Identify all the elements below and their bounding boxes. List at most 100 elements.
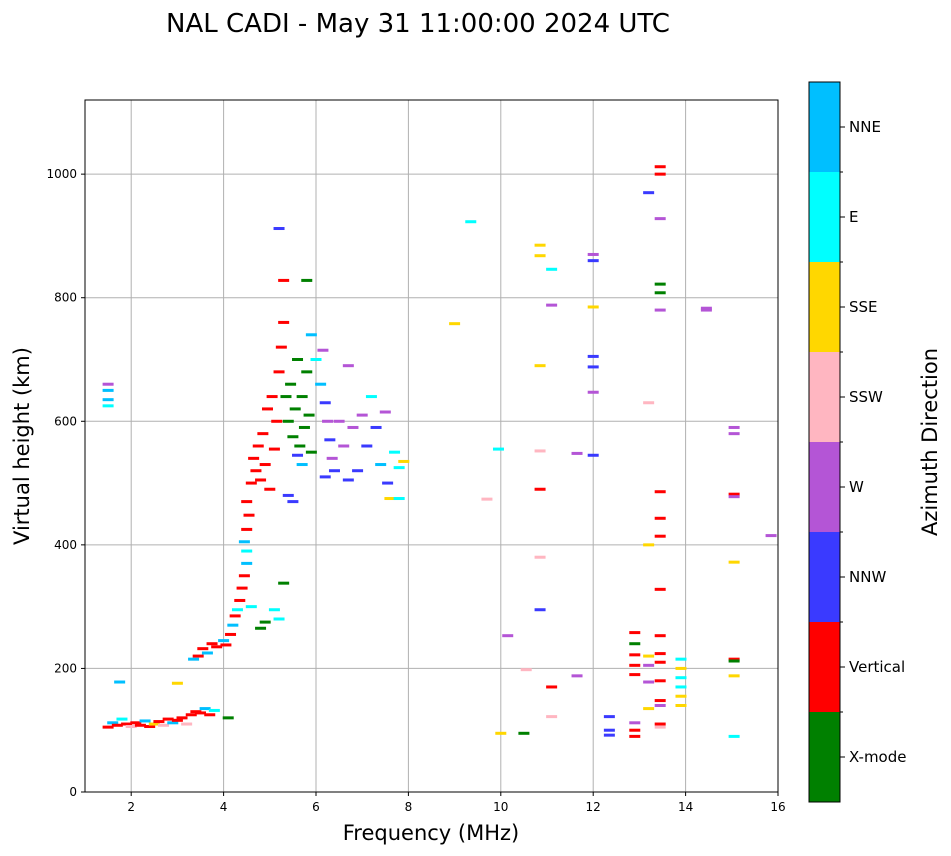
echo-point (326, 456, 338, 460)
echo-point (206, 642, 218, 646)
echo-point (384, 497, 396, 501)
echo-point (273, 617, 285, 621)
echo-point (176, 716, 188, 720)
echo-point (167, 721, 179, 725)
echo-point (654, 652, 666, 656)
echo-point (171, 681, 183, 685)
echo-point (587, 390, 599, 394)
echo-point (675, 666, 687, 670)
colorbar-tick-label: NNE (849, 118, 881, 136)
echo-point (278, 278, 290, 282)
echo-point (342, 364, 354, 368)
y-tick-label: 0 (69, 785, 77, 799)
echo-point (643, 663, 655, 667)
y-axis-label: Virtual height (km) (10, 347, 34, 545)
echo-point (102, 398, 114, 402)
echo-point (102, 404, 114, 408)
echo-point (361, 444, 373, 448)
echo-point (603, 733, 615, 737)
echo-point (534, 487, 546, 491)
y-tick-label: 600 (54, 414, 77, 428)
echo-point (728, 492, 740, 496)
echo-point (201, 651, 213, 655)
echo-point (298, 425, 310, 429)
echo-point (245, 481, 257, 485)
echo-point (629, 631, 641, 635)
echo-point (275, 345, 287, 349)
echo-point (282, 493, 294, 497)
echo-point (208, 708, 220, 712)
echo-point (495, 731, 507, 735)
echo-point (243, 513, 255, 517)
echo-point (315, 382, 327, 386)
echo-point (282, 419, 294, 423)
x-tick-label: 8 (405, 800, 413, 814)
echo-point (534, 555, 546, 559)
echo-point (257, 432, 269, 436)
colorbar-segment (809, 352, 840, 442)
echo-point (324, 438, 336, 442)
echo-point (238, 540, 250, 544)
echo-point (654, 660, 666, 664)
echo-point (317, 348, 329, 352)
echo-point (587, 365, 599, 369)
echo-point (211, 645, 223, 649)
echo-point (231, 608, 243, 612)
colorbar-tick-label: Vertical (849, 658, 905, 676)
echo-point (465, 220, 477, 224)
echo-point (319, 475, 331, 479)
echo-point (571, 451, 583, 455)
echo-point (102, 725, 114, 729)
x-tick-label: 4 (220, 800, 228, 814)
echo-point (280, 395, 292, 399)
echo-point (268, 447, 280, 451)
echo-point (220, 643, 232, 647)
echo-point (278, 320, 290, 324)
echo-point (629, 721, 641, 725)
echo-point (654, 217, 666, 221)
echo-point (352, 469, 364, 473)
echo-point (654, 490, 666, 494)
echo-point (139, 719, 151, 723)
colorbar-tick-label: E (849, 208, 858, 226)
echo-point (292, 358, 304, 361)
echo-point (347, 425, 359, 429)
echo-point (587, 305, 599, 309)
echo-point (356, 413, 368, 417)
echo-point (294, 444, 306, 448)
echo-point (229, 614, 241, 618)
echo-point (520, 668, 532, 672)
echo-point (259, 620, 271, 624)
echo-point (365, 395, 377, 399)
plot-area: 2 4 6 8 10 12 14 16 0 200 400 600 800 1000 (46, 99, 786, 814)
echo-point (144, 725, 156, 729)
echo-point (234, 598, 246, 602)
echo-point (643, 707, 655, 711)
x-tick-label: 2 (127, 800, 135, 814)
echo-point (328, 469, 340, 473)
echo-point (102, 382, 114, 386)
echo-point (629, 673, 641, 677)
echo-point (393, 497, 405, 501)
azimuth-colorbar: X-mode Vertical NNW W SSW SSE E NNE (808, 81, 906, 803)
echo-point (185, 713, 197, 717)
echo-point (107, 721, 119, 725)
echo-point (654, 679, 666, 683)
echo-point (765, 534, 777, 538)
echo-point (587, 259, 599, 263)
echo-point (587, 252, 599, 256)
echo-point (643, 680, 655, 684)
echo-point (546, 715, 558, 719)
echo-point (248, 456, 260, 460)
echo-point (241, 561, 253, 565)
echo-point (222, 716, 234, 720)
colorbar-segment (809, 622, 840, 712)
echo-point (322, 419, 334, 423)
y-tick-label: 200 (54, 661, 77, 675)
echo-point (292, 453, 304, 457)
echo-point (654, 291, 666, 295)
echo-point (259, 463, 271, 467)
echo-point (534, 364, 546, 368)
echo-point (675, 685, 687, 689)
echo-point (255, 626, 267, 630)
